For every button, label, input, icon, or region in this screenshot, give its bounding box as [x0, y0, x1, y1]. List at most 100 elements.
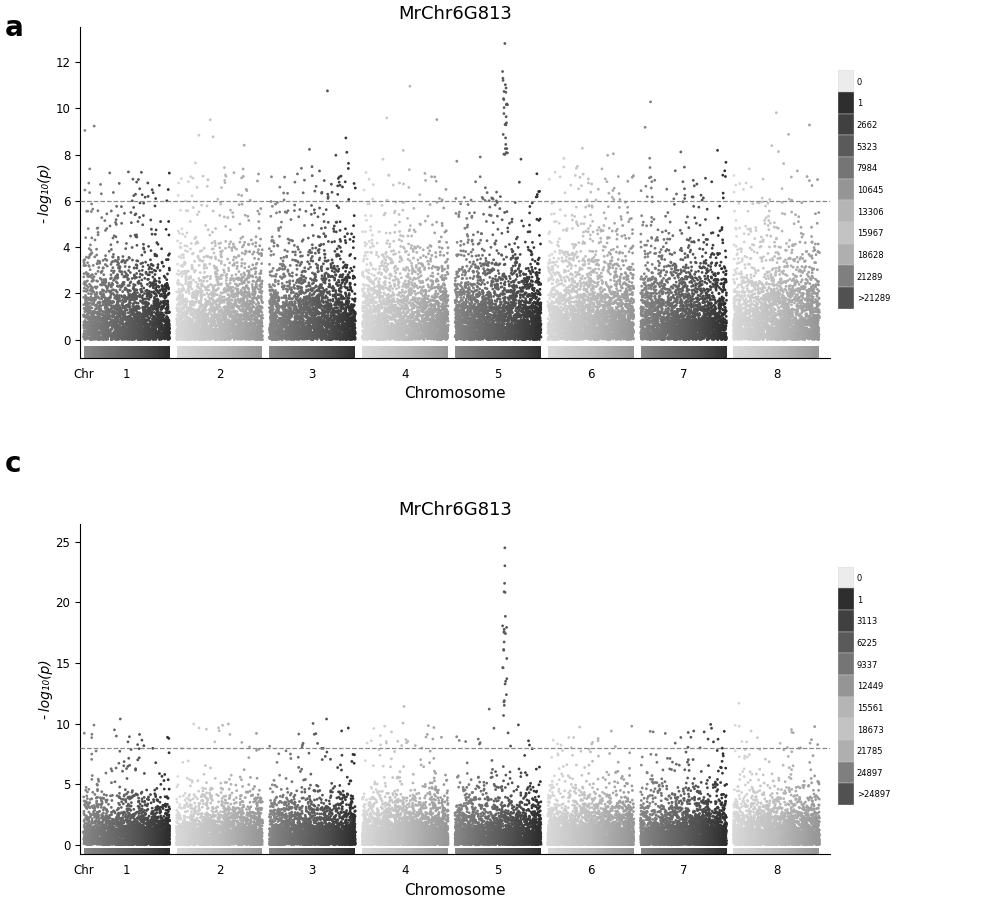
- Point: [312, 819, 328, 834]
- Point: [246, 837, 262, 852]
- Point: [427, 314, 443, 328]
- Point: [612, 837, 628, 852]
- Point: [235, 836, 251, 851]
- Point: [662, 293, 678, 307]
- Point: [247, 287, 263, 302]
- Point: [303, 305, 319, 319]
- Point: [362, 834, 378, 848]
- Point: [798, 325, 814, 340]
- Point: [556, 331, 572, 345]
- Point: [498, 835, 514, 850]
- Point: [191, 830, 207, 844]
- Point: [521, 323, 537, 337]
- Point: [503, 837, 519, 852]
- Point: [471, 836, 487, 851]
- Point: [496, 257, 512, 272]
- Point: [490, 320, 506, 335]
- Point: [136, 281, 152, 295]
- Point: [551, 824, 567, 838]
- Point: [339, 326, 355, 341]
- Point: [222, 834, 238, 848]
- Point: [604, 310, 620, 325]
- Point: [206, 822, 222, 836]
- Point: [406, 810, 422, 824]
- Point: [129, 818, 145, 833]
- Point: [199, 834, 215, 848]
- Point: [326, 810, 342, 824]
- Point: [251, 831, 267, 845]
- Point: [238, 315, 254, 329]
- Point: [300, 278, 316, 293]
- Point: [135, 330, 151, 345]
- Point: [134, 315, 150, 330]
- Point: [452, 775, 468, 790]
- Point: [577, 833, 593, 847]
- Point: [269, 830, 285, 844]
- Point: [148, 812, 164, 826]
- Point: [107, 318, 123, 333]
- Point: [803, 808, 819, 823]
- Point: [502, 319, 518, 334]
- Point: [94, 810, 110, 824]
- Point: [218, 293, 234, 307]
- Point: [328, 301, 344, 315]
- Point: [494, 323, 510, 337]
- Point: [303, 329, 319, 344]
- Point: [611, 831, 627, 845]
- Point: [120, 828, 136, 843]
- Point: [241, 751, 257, 765]
- Point: [88, 807, 104, 822]
- Point: [566, 248, 582, 263]
- Point: [710, 313, 726, 327]
- Point: [609, 307, 625, 322]
- Point: [148, 825, 164, 840]
- Point: [679, 315, 695, 330]
- Point: [432, 333, 448, 347]
- Point: [425, 834, 441, 848]
- Point: [278, 827, 294, 842]
- Point: [142, 814, 158, 829]
- Point: [158, 817, 174, 832]
- Point: [637, 295, 653, 310]
- Point: [542, 820, 558, 834]
- Point: [563, 326, 579, 341]
- Point: [312, 279, 328, 294]
- Point: [700, 296, 716, 311]
- Point: [454, 280, 470, 295]
- Point: [558, 836, 574, 851]
- Point: [366, 823, 382, 837]
- Point: [123, 205, 139, 220]
- Point: [708, 322, 724, 336]
- Point: [598, 306, 614, 321]
- Point: [123, 305, 139, 319]
- Point: [203, 836, 219, 851]
- Point: [619, 324, 635, 338]
- Point: [798, 823, 814, 837]
- Point: [177, 307, 193, 322]
- Point: [786, 254, 802, 268]
- Point: [733, 305, 749, 319]
- Point: [622, 761, 638, 775]
- Point: [309, 326, 325, 341]
- Point: [77, 820, 93, 834]
- Point: [239, 823, 255, 837]
- Point: [105, 331, 121, 345]
- Point: [693, 317, 709, 332]
- Point: [798, 816, 814, 831]
- Point: [109, 828, 125, 843]
- Point: [464, 822, 480, 836]
- Point: [206, 323, 222, 337]
- Point: [694, 826, 710, 841]
- Point: [457, 835, 473, 850]
- Point: [732, 299, 748, 314]
- Point: [421, 781, 437, 795]
- Point: [476, 302, 492, 316]
- Point: [776, 810, 792, 824]
- Point: [300, 824, 316, 838]
- Point: [438, 813, 454, 827]
- Point: [662, 306, 678, 321]
- Point: [469, 316, 485, 331]
- Point: [287, 811, 303, 825]
- Point: [240, 800, 256, 814]
- Point: [432, 331, 448, 345]
